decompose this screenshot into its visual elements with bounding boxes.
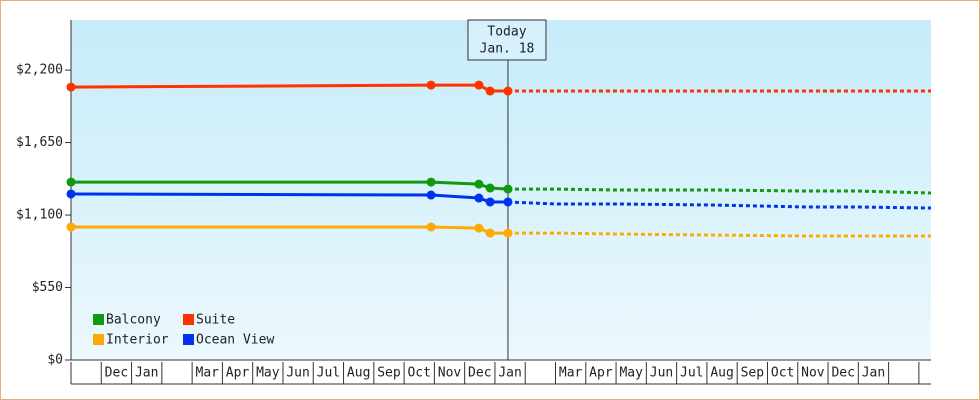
- point: [66, 189, 76, 199]
- y-tick-label: $1,650: [16, 135, 63, 150]
- legend-label: Suite: [196, 313, 235, 328]
- x-tick-label: Sep: [741, 366, 765, 381]
- x-tick-label: Dec: [831, 366, 854, 381]
- point: [426, 222, 436, 232]
- point: [503, 184, 513, 194]
- legend-swatch: [183, 314, 194, 325]
- x-tick-label: Jul: [317, 366, 340, 381]
- x-tick-label: Aug: [710, 366, 733, 381]
- legend-swatch: [93, 334, 104, 345]
- point: [66, 222, 76, 232]
- x-tick-label: Nov: [438, 366, 462, 381]
- x-tick-label: Oct: [771, 366, 794, 381]
- point: [474, 80, 484, 90]
- x-tick-label: Dec: [468, 366, 491, 381]
- x-tick-label: Oct: [407, 366, 430, 381]
- point: [485, 197, 495, 207]
- forecast-line: [507, 187, 932, 195]
- x-tick-label: Jul: [680, 366, 703, 381]
- point: [503, 197, 513, 207]
- x-tick-label: Jun: [286, 366, 309, 381]
- today-label: Today: [487, 25, 526, 40]
- forecast-line: [507, 231, 931, 238]
- today-box: [467, 19, 547, 61]
- x-tick-label: Aug: [347, 366, 370, 381]
- point: [474, 179, 484, 189]
- y-tick-label: $550: [32, 280, 63, 295]
- x-tick-label: Jun: [650, 366, 673, 381]
- x-tick-label: Apr: [226, 366, 250, 381]
- y-tick-label: $2,200: [16, 63, 63, 78]
- point: [426, 80, 436, 90]
- today-label: Jan. 18: [480, 42, 535, 57]
- y-tick-label: $0: [47, 353, 63, 368]
- legend-label: Balcony: [106, 313, 161, 328]
- forecast-line: [507, 200, 932, 210]
- x-tick-label: May: [619, 366, 643, 381]
- legend-label: Ocean View: [196, 333, 274, 348]
- point: [426, 190, 436, 200]
- x-tick-label: Apr: [589, 366, 613, 381]
- point: [503, 86, 513, 96]
- x-tick-label: Mar: [196, 366, 220, 381]
- point: [485, 228, 495, 238]
- x-tick-label: Jan: [498, 366, 521, 381]
- x-tick-label: Sep: [377, 366, 401, 381]
- legend-swatch: [183, 334, 194, 345]
- x-tick-label: May: [256, 366, 280, 381]
- x-tick-label: Mar: [559, 366, 583, 381]
- x-tick-label: Jan: [862, 366, 885, 381]
- point: [66, 82, 76, 92]
- x-tick-label: Dec: [105, 366, 128, 381]
- point: [426, 177, 436, 187]
- point: [485, 183, 495, 193]
- x-tick-label: Jan: [135, 366, 158, 381]
- point: [503, 228, 513, 238]
- point: [66, 177, 76, 187]
- point: [474, 193, 484, 203]
- legend-swatch: [93, 314, 104, 325]
- x-tick-label: Nov: [801, 366, 825, 381]
- legend-label: Interior: [106, 333, 169, 348]
- point: [485, 86, 495, 96]
- point: [474, 223, 484, 233]
- y-tick-label: $1,100: [16, 208, 63, 223]
